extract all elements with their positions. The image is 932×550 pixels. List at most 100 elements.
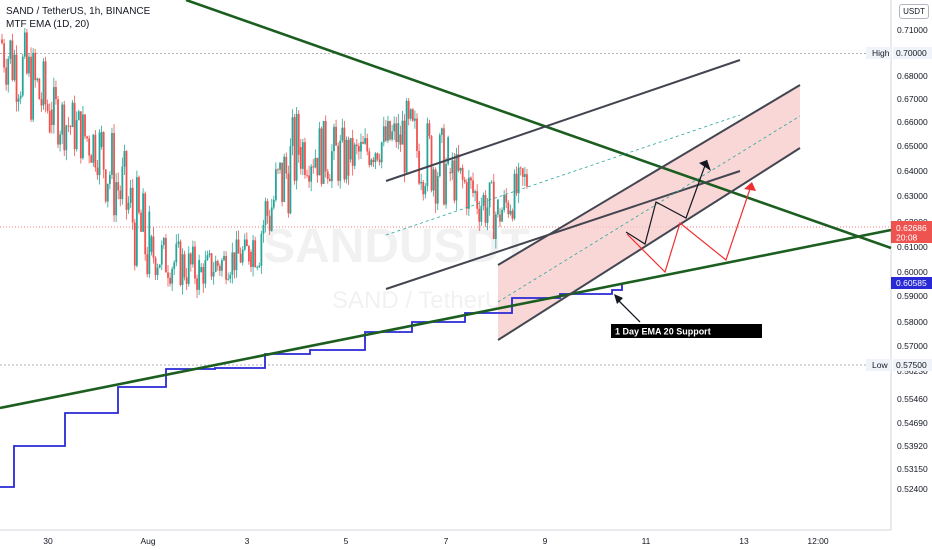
candle-body [289,145,292,214]
price-tick-label: 0.67000 [897,94,928,104]
candle-body [467,177,470,209]
candle-body [399,134,402,145]
candle-body [418,150,420,184]
descending-trendline[interactable] [185,0,892,250]
candle-body [370,159,373,166]
bullish-projection [625,159,708,245]
candle-body [146,254,149,275]
candle-body [364,138,367,144]
candle-body [42,61,45,106]
candle-body [158,264,161,268]
candle-body [260,233,263,266]
candle-body [119,190,122,200]
rising-channel-upper[interactable] [497,84,801,266]
candle-body [517,167,520,194]
candle-body [3,43,5,68]
candle-body [125,150,128,210]
chart-title: SAND / TetherUS, 1h, BINANCE [6,6,151,17]
high-label: High [872,48,890,58]
ascending-trendline[interactable] [0,228,892,410]
candle-body [262,225,265,234]
time-tick-label: 13 [739,536,749,546]
candle-body [113,133,115,216]
candle-body [438,134,441,177]
candle-body [227,278,230,280]
candle-body [376,153,379,160]
candle-body [183,254,186,278]
candle-body [15,54,18,102]
candle-body [401,120,404,145]
candle-body [511,210,514,219]
candle-body [426,123,429,187]
candle-body [414,118,416,121]
candle-body [451,160,454,174]
price-tick-label: 0.59000 [897,291,928,301]
candle-body [347,139,350,176]
support-annotation-box[interactable] [611,324,762,338]
candle-body [301,142,304,169]
candle-body [519,167,522,169]
candle-body [192,246,194,265]
candle-body [71,102,74,127]
candle-body [428,123,431,137]
price-tick-label: 0.55460 [897,394,928,404]
time-axis-ticks: 30 Aug 3 5 7 9 11 13 12:00 [43,536,829,546]
candle-body [470,177,472,181]
candle-body [526,174,528,187]
candle-body [202,267,205,284]
candle-body [341,127,344,141]
time-tick-label: 9 [543,536,548,546]
price-tick-label: 0.53920 [897,441,928,451]
candle-body [196,278,198,290]
candle-body [79,111,82,159]
candle-body [86,136,88,139]
candle-body [374,153,377,163]
candle-body [264,201,267,226]
candle-body [40,99,43,106]
candle-body [279,162,281,170]
candle-body [171,268,174,284]
currency-selector[interactable]: USDT [899,4,929,19]
candle-body [241,249,244,263]
candle-body [59,134,61,145]
candle-body [204,260,207,284]
candle-body [135,177,138,266]
candle-body [148,211,151,275]
candle-body [324,121,327,172]
channel-lower-line[interactable] [385,170,741,290]
candle-body [187,253,190,284]
candle-body [206,255,209,261]
candle-body [461,167,464,180]
time-tick-label: 12:00 [807,536,829,546]
candle-body [351,138,354,166]
candle-body [459,167,462,171]
candle-body [355,144,358,147]
candle-body [75,120,78,150]
candle-body [152,236,155,258]
candle-body [486,207,489,223]
candle-body [17,98,20,102]
rising-channel-lower[interactable] [497,147,801,341]
candle-body [1,39,3,44]
candle-body [239,253,242,263]
channel-upper-line[interactable] [385,59,741,182]
candle-body [106,183,109,202]
candle-body [258,265,261,267]
indicator-legend[interactable]: MTF EMA (1D, 20) [6,19,90,30]
candle-body [21,56,24,96]
candle-body [490,181,493,183]
candle-body [144,193,147,255]
candle-body [214,261,217,272]
ema-price-value: 0.60585 [896,278,927,288]
candle-body [407,100,410,119]
candle-body [142,193,144,232]
last-price-value: 0.62686 [896,223,927,233]
candle-body [252,240,254,267]
candle-body [389,121,391,140]
candle-body [32,52,35,120]
candle-body [297,113,300,155]
candle-body [306,174,308,176]
candle-body [501,210,503,222]
candle-body [384,126,387,141]
